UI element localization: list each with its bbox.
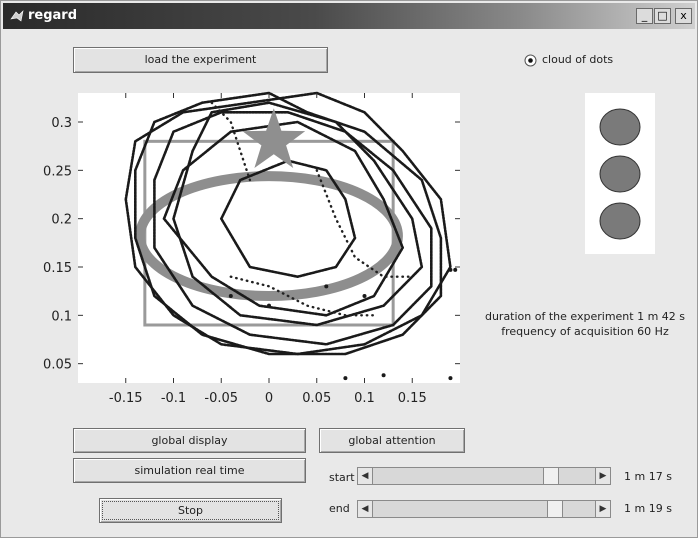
cloud-of-dots-label: cloud of dots: [542, 53, 614, 66]
end-slider-thumb[interactable]: [546, 501, 563, 517]
start-time-value: 1 m 17 s: [624, 470, 672, 483]
start-slider-right-arrow[interactable]: ▶: [595, 468, 610, 484]
gaze-point: [381, 373, 386, 378]
gaze-point: [453, 267, 458, 272]
gaze-point: [267, 303, 271, 308]
y-tick-label: 0.25: [43, 164, 72, 179]
simulation-real-time-label: simulation real time: [134, 464, 245, 477]
end-slider[interactable]: ◀ ▶: [357, 500, 611, 518]
end-slider-label: end: [329, 502, 350, 515]
end-time-value: 1 m 19 s: [624, 502, 672, 515]
gaze-point: [343, 376, 348, 381]
gaze-point: [448, 267, 453, 272]
load-experiment-label: load the experiment: [144, 53, 257, 66]
simulation-real-time-button[interactable]: simulation real time: [73, 458, 306, 483]
duration-text: duration of the experiment 1 m 42 s: [484, 310, 686, 323]
close-button[interactable]: x: [675, 8, 692, 24]
frequency-text: frequency of acquisition 60 Hz: [501, 325, 669, 338]
y-tick-label: 0.1: [51, 309, 72, 324]
start-slider-thumb[interactable]: [542, 468, 559, 484]
matlab-logo-icon: [10, 10, 24, 22]
global-attention-label: global attention: [348, 434, 436, 447]
y-tick-label: 0.15: [43, 261, 72, 276]
gaze-trajectory: [153, 110, 433, 346]
global-display-label: global display: [151, 434, 228, 447]
y-tick-label: 0.3: [51, 116, 72, 131]
window-title: regard: [28, 8, 78, 23]
minimize-button[interactable]: _: [636, 8, 653, 24]
x-tick-label: 0.1: [354, 391, 375, 406]
gaze-point: [228, 294, 233, 298]
stop-button[interactable]: Stop: [99, 498, 282, 523]
x-tick-label: 0.15: [398, 391, 427, 406]
traffic-light-circle: [599, 108, 641, 146]
traffic-light-panel: [585, 93, 655, 254]
gaze-point: [362, 294, 367, 298]
gaze-chart: [124, 91, 458, 381]
gaze-trajectory: [172, 101, 424, 327]
x-tick-label: -0.15: [109, 391, 143, 406]
gaze-point: [448, 376, 453, 381]
title-bar: regard _ □ x: [3, 3, 695, 29]
x-tick-label: 0.05: [302, 391, 331, 406]
gaze-dotted-path: [229, 275, 376, 317]
y-tick-label: 0.05: [43, 358, 72, 373]
target-star: [242, 108, 306, 168]
traffic-light-circle: [599, 155, 641, 193]
load-experiment-button[interactable]: load the experiment: [73, 47, 328, 73]
stop-label: Stop: [177, 504, 203, 517]
radio-selected-icon: [524, 54, 537, 67]
global-display-button[interactable]: global display: [73, 428, 306, 453]
x-tick-label: -0.05: [204, 391, 238, 406]
global-attention-button[interactable]: global attention: [319, 428, 465, 453]
gaze-plot-area: [78, 91, 460, 383]
gaze-trajectory: [220, 159, 357, 278]
y-tick-label: 0.2: [51, 213, 72, 228]
traffic-lights: [599, 108, 641, 240]
traffic-light-circle: [599, 202, 641, 240]
start-slider-label: start: [329, 471, 355, 484]
start-slider[interactable]: ◀ ▶: [357, 467, 611, 485]
gaze-point: [324, 284, 329, 289]
end-slider-right-arrow[interactable]: ▶: [595, 501, 610, 517]
gaze-trajectory: [133, 91, 443, 356]
start-slider-left-arrow[interactable]: ◀: [358, 468, 373, 484]
x-tick-label: 0: [265, 391, 273, 406]
x-tick-label: -0.1: [161, 391, 186, 406]
gaze-dotted-path: [210, 101, 252, 182]
gaze-dotted-path: [315, 169, 414, 278]
gaze-trajectory: [162, 120, 405, 317]
end-slider-left-arrow[interactable]: ◀: [358, 501, 373, 517]
maximize-button[interactable]: □: [654, 8, 671, 24]
